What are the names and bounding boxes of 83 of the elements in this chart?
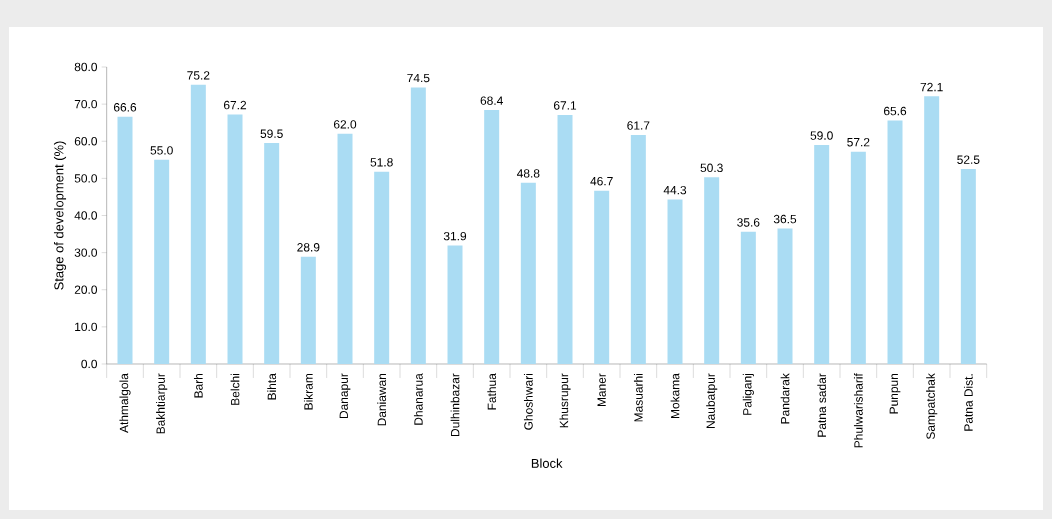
data-label: 59.0	[810, 131, 833, 140]
bar	[190, 84, 206, 364]
bar	[814, 144, 830, 364]
data-label: 51.8	[370, 158, 393, 167]
bar	[924, 96, 940, 364]
bar	[850, 151, 866, 364]
bar	[410, 87, 426, 364]
x-tick-label: Masuarhi	[633, 374, 643, 422]
x-tick-label: Dhanarua	[413, 373, 423, 425]
y-tick-label: 10.0	[75, 322, 98, 332]
x-tick-label: Belchi	[230, 374, 240, 405]
bar	[300, 256, 316, 364]
x-tick-label: Sampatchak	[926, 373, 938, 440]
data-label: 46.7	[590, 176, 613, 186]
y-axis-title: Stage of development (%)	[53, 141, 67, 290]
x-tick-label: Dulhinbazar	[450, 373, 460, 436]
x-tick-label: Patna Dist.	[963, 374, 973, 431]
x-tick-label: Maner	[597, 373, 606, 407]
data-label: 36.5	[773, 214, 797, 224]
data-label: 31.9	[443, 231, 467, 241]
data-label: 61.7	[627, 121, 650, 130]
data-label: 75.2	[187, 71, 210, 80]
data-label: 62.0	[333, 120, 357, 129]
data-label: 67.2	[223, 100, 247, 110]
bar	[667, 199, 683, 364]
data-label: 35.6	[737, 218, 760, 227]
x-tick-label: Phulwarisharif	[853, 373, 863, 448]
bar	[374, 171, 390, 364]
data-label: 48.8	[516, 169, 540, 178]
y-tick-label: 50.0	[74, 174, 98, 183]
y-tick-label: 30.0	[74, 248, 98, 257]
data-label: 57.2	[847, 137, 870, 147]
x-tick-label: Mokama	[670, 373, 680, 419]
data-label: 74.5	[407, 73, 430, 83]
x-tick-label: Daniawan	[377, 373, 387, 426]
x-tick-label: Athmalgola	[119, 373, 131, 433]
bar	[154, 159, 170, 364]
x-tick-label: Paliganj	[742, 374, 754, 415]
bar	[227, 114, 243, 364]
x-tick-label: Barh	[193, 373, 203, 398]
x-tick-label: Punpun	[889, 373, 901, 414]
y-tick-label: 20.0	[74, 285, 98, 294]
data-label: 52.5	[957, 155, 980, 164]
data-label: 50.3	[700, 163, 723, 173]
bar	[337, 133, 353, 364]
data-label: 72.1	[920, 82, 943, 92]
bar	[557, 114, 573, 364]
x-tick-label: Bihta	[267, 373, 277, 400]
x-tick-label: Ghoshwari	[523, 374, 533, 430]
bar	[520, 182, 536, 364]
bar	[484, 110, 500, 364]
bar	[704, 177, 720, 364]
y-tick-label: 80.0	[74, 62, 98, 72]
data-label: 59.5	[260, 129, 283, 138]
x-tick-label: Khusrupur	[559, 373, 571, 428]
x-tick-label: Patna sadar	[817, 373, 827, 437]
bar	[740, 231, 756, 364]
bar	[887, 120, 903, 364]
data-label: 66.6	[113, 103, 137, 112]
x-tick-label: Danapur	[339, 373, 351, 419]
x-axis-title: Block	[531, 458, 563, 468]
bar	[264, 143, 280, 364]
x-tick-label: Pandarak	[780, 373, 790, 424]
y-tick-label: 0.0	[81, 359, 98, 369]
bar	[117, 116, 133, 364]
data-label: 55.0	[150, 146, 173, 155]
bar	[777, 228, 793, 364]
data-label: 67.1	[553, 101, 577, 110]
y-tick-label: 60.0	[74, 137, 98, 146]
x-tick-label: Fathua	[487, 373, 497, 410]
data-label: 68.4	[480, 96, 503, 105]
x-tick-label: Bikram	[303, 373, 313, 410]
bar	[960, 169, 976, 364]
y-tick-label: 40.0	[74, 211, 98, 220]
data-label: 65.6	[883, 106, 907, 116]
x-tick-label: Bakhtiarpur	[156, 373, 168, 434]
data-label: 44.3	[663, 185, 687, 195]
bar	[630, 134, 646, 364]
y-tick-label: 70.0	[74, 99, 98, 109]
data-label: 28.9	[297, 243, 320, 252]
bar	[447, 245, 463, 364]
x-tick-label: Naubatpur	[706, 373, 718, 429]
bar	[594, 190, 610, 364]
